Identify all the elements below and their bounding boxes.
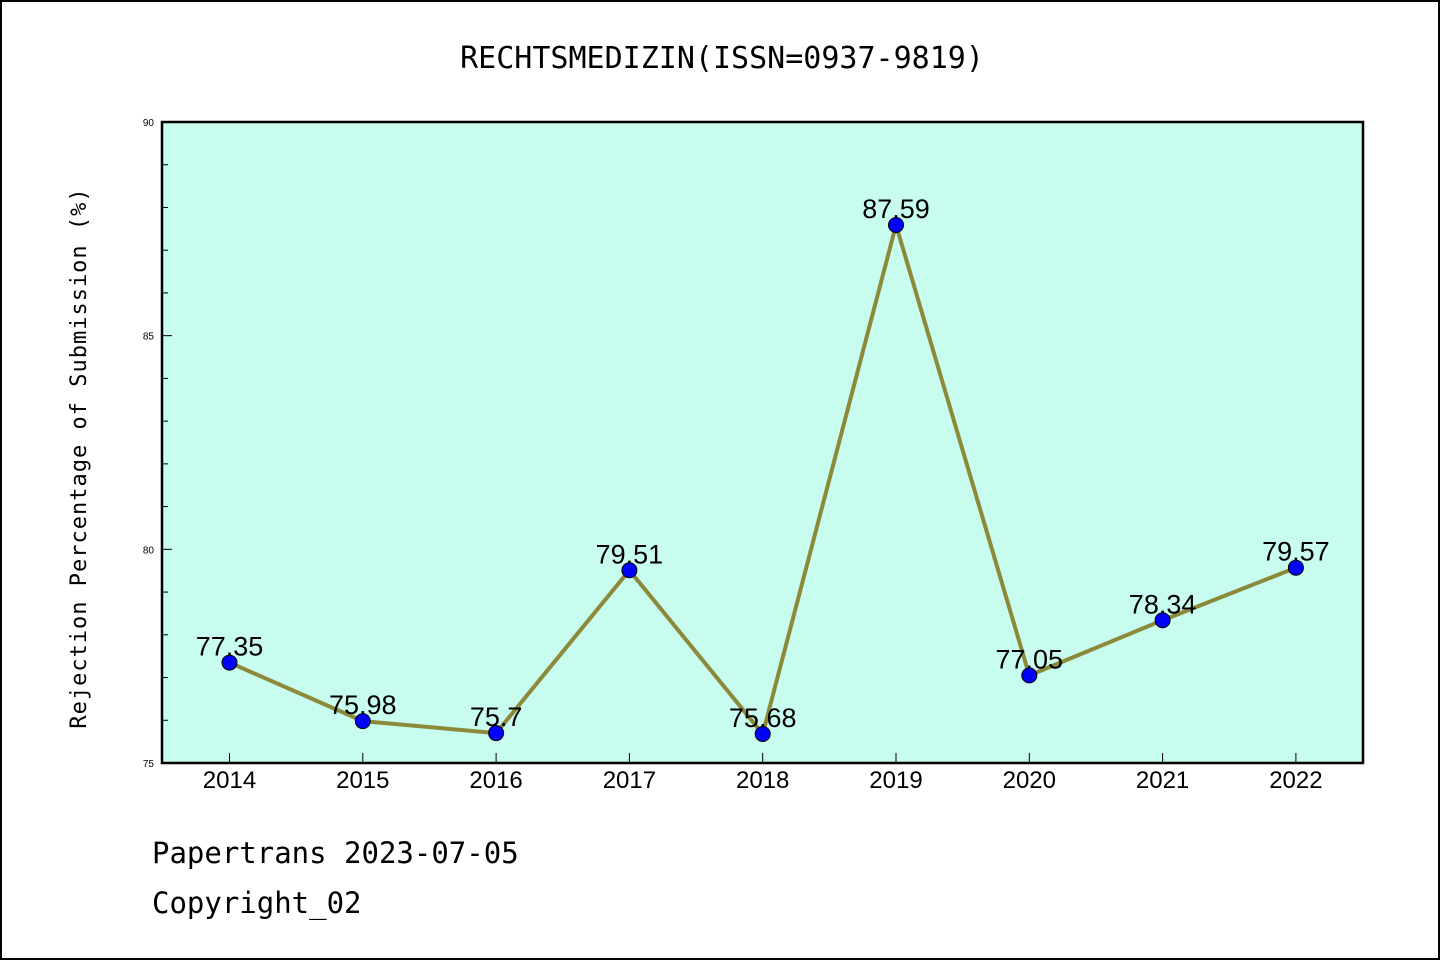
y-tick-label: 90 [143,118,155,129]
y-tick-label: 85 [143,332,155,343]
series-layer: 77.35 75.98 75.7 79.51 75.68 87.59 77.05 78.34 7… [196,194,1330,742]
data-point [221,654,238,671]
footer-date-line: Papertrans 2023-07-05 [152,836,519,870]
y-axis-label: Rejection Percentage of Submission (%) [67,187,92,728]
x-tick-label: 2021 [1136,767,1189,794]
data-point [621,562,638,579]
x-tick-label: 2018 [736,767,789,794]
data-point [888,216,904,233]
data-label: 78.34 [1129,589,1197,619]
data-point [1154,612,1171,629]
x-tick-label: 2019 [869,767,922,794]
data-point [354,713,371,730]
data-point [1287,559,1304,576]
x-tick-label: 2020 [1003,767,1056,794]
data-label: 75.7 [470,702,523,732]
x-tick-label: 2014 [203,767,256,794]
data-label: 79.57 [1262,537,1330,567]
data-point [488,725,505,742]
y-tick-label: 80 [143,545,155,556]
data-label: 87.59 [862,194,930,224]
data-label: 75.68 [729,703,797,733]
data-label: 77.35 [196,632,264,662]
footer-copyright-line: Copyright_02 [152,886,362,920]
data-point [1021,667,1038,684]
chart-title: RECHTSMEDIZIN(ISSN=0937-9819) [460,41,984,76]
x-tick-label: 2017 [603,767,656,794]
data-point [754,725,771,742]
y-tick-label: 75 [143,759,155,770]
x-tick-label: 2022 [1269,767,1322,794]
data-label: 75.98 [329,690,397,720]
x-axis: 2014 2015 2016 2017 2018 2019 2020 2021 2022 [203,753,1323,794]
x-tick-label: 2015 [336,767,389,794]
y-axis: 75 80 85 90 [143,118,172,770]
data-label: 77.05 [996,644,1064,674]
plot-area [160,120,1365,765]
x-tick-label: 2016 [469,767,522,794]
data-label: 79.51 [596,539,664,569]
